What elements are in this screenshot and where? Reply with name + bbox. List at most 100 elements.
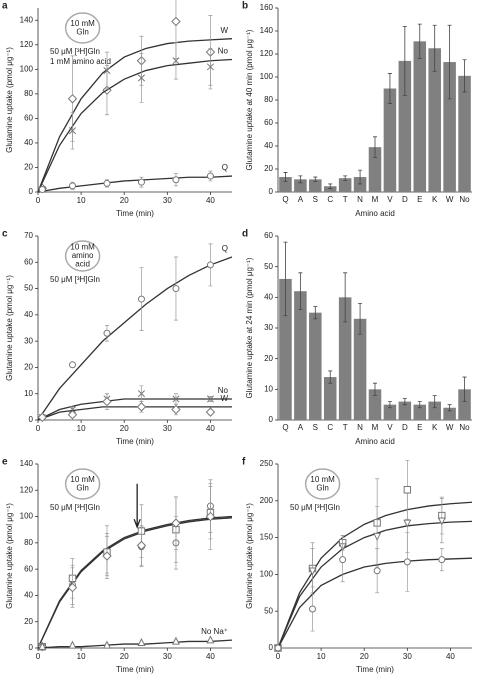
x-tick-label: D bbox=[402, 195, 408, 204]
marker bbox=[339, 556, 347, 564]
panel-label: b bbox=[242, 1, 248, 12]
error-bar bbox=[328, 183, 333, 189]
fit-curve bbox=[37, 639, 233, 649]
fit-curve bbox=[37, 38, 233, 193]
series-label: Q bbox=[222, 163, 228, 172]
y-tick-label: 30 bbox=[264, 323, 273, 332]
x-tick-label: M bbox=[372, 195, 379, 204]
condition-label: Gln bbox=[316, 483, 328, 492]
bar bbox=[368, 147, 382, 192]
marker bbox=[38, 186, 46, 194]
marker bbox=[136, 402, 147, 412]
bar bbox=[294, 179, 307, 192]
bar bbox=[428, 401, 441, 420]
x-axis-label: Time (min) bbox=[116, 209, 154, 218]
x-axis-label: Amino acid bbox=[355, 209, 395, 218]
y-tick-label: 20 bbox=[24, 163, 33, 172]
marker bbox=[171, 518, 181, 528]
y-tick-label: 80 bbox=[24, 89, 33, 98]
marker bbox=[68, 361, 76, 369]
y-tick-label: 80 bbox=[24, 538, 33, 547]
condition-note: 50 μM [³H]Gln bbox=[50, 275, 100, 284]
y-tick-label: 60 bbox=[264, 231, 273, 240]
x-tick-label: 30 bbox=[163, 652, 172, 661]
marker bbox=[103, 329, 111, 337]
x-tick-label: E bbox=[417, 195, 422, 204]
marker bbox=[206, 261, 214, 269]
bar bbox=[368, 389, 382, 420]
x-tick-label: S bbox=[313, 195, 318, 204]
marker bbox=[136, 540, 147, 551]
bar bbox=[338, 178, 352, 192]
bar bbox=[323, 186, 337, 192]
x-tick-label: A bbox=[298, 195, 304, 204]
error-bar bbox=[358, 169, 363, 185]
bar bbox=[443, 407, 456, 420]
y-axis-label: Glutamine uptake (pmol μg⁻¹) bbox=[5, 503, 14, 609]
x-tick-label: 0 bbox=[36, 652, 41, 661]
series-label: Q bbox=[222, 244, 228, 253]
marker bbox=[68, 640, 77, 649]
series-label: W bbox=[220, 26, 228, 35]
x-tick-label: 0 bbox=[36, 196, 41, 205]
condition-note: 50 μM [³H]Gln bbox=[50, 47, 100, 56]
x-tick-label: 30 bbox=[163, 424, 172, 433]
y-tick-label: 60 bbox=[24, 257, 33, 266]
marker bbox=[437, 517, 446, 526]
marker bbox=[103, 179, 111, 187]
bar bbox=[309, 179, 322, 192]
condition-label: 10 mM bbox=[70, 19, 95, 28]
bar bbox=[323, 377, 337, 420]
marker bbox=[68, 405, 77, 414]
error-bar bbox=[373, 136, 377, 158]
error-bar bbox=[283, 241, 288, 317]
marker bbox=[171, 636, 180, 645]
marker bbox=[206, 395, 214, 403]
marker bbox=[172, 395, 180, 403]
marker bbox=[171, 16, 181, 27]
y-tick-label: 250 bbox=[260, 459, 274, 468]
x-tick-label: 40 bbox=[446, 652, 455, 661]
x-tick-label: S bbox=[313, 423, 318, 432]
marker bbox=[206, 172, 214, 180]
marker bbox=[438, 556, 446, 564]
condition-circle bbox=[64, 12, 101, 44]
fit-curve bbox=[277, 520, 473, 649]
condition-label: 10 mM bbox=[70, 475, 95, 484]
x-tick-label: 20 bbox=[360, 652, 369, 661]
y-axis-label: Glutamine uptake (pmol μg⁻¹) bbox=[5, 275, 14, 381]
marker bbox=[172, 57, 180, 65]
error-bar bbox=[387, 73, 392, 104]
error-bar bbox=[373, 382, 377, 396]
x-axis-label: Time (min) bbox=[116, 437, 154, 446]
marker bbox=[172, 285, 180, 293]
marker bbox=[403, 519, 412, 528]
x-tick-label: T bbox=[343, 423, 348, 432]
y-tick-label: 140 bbox=[20, 459, 34, 468]
x-axis-label: Time (min) bbox=[356, 665, 394, 674]
y-tick-label: 150 bbox=[260, 533, 274, 542]
panel-label: e bbox=[2, 457, 8, 468]
y-tick-label: 120 bbox=[20, 485, 34, 494]
y-tick-label: 100 bbox=[20, 64, 34, 73]
y-tick-label: 60 bbox=[264, 118, 273, 127]
error-bar bbox=[358, 303, 363, 335]
y-tick-label: 10 bbox=[264, 384, 273, 393]
x-axis-label: Time (min) bbox=[116, 665, 154, 674]
y-tick-label: 0 bbox=[29, 187, 34, 196]
error-bar bbox=[402, 398, 407, 406]
marker bbox=[171, 404, 181, 415]
y-tick-label: 0 bbox=[269, 415, 274, 424]
condition-label: 10 mM bbox=[310, 475, 335, 484]
y-tick-label: 0 bbox=[29, 415, 34, 424]
marker bbox=[137, 295, 145, 303]
x-tick-label: Q bbox=[282, 195, 288, 204]
x-tick-label: N bbox=[357, 423, 363, 432]
error-bar bbox=[343, 272, 348, 323]
y-tick-label: 100 bbox=[260, 72, 274, 81]
bar bbox=[458, 389, 471, 420]
panel-label: a bbox=[2, 1, 8, 12]
series-label: No Na⁺ bbox=[201, 627, 228, 636]
x-tick-label: V bbox=[387, 423, 393, 432]
y-tick-label: 0 bbox=[269, 187, 274, 196]
